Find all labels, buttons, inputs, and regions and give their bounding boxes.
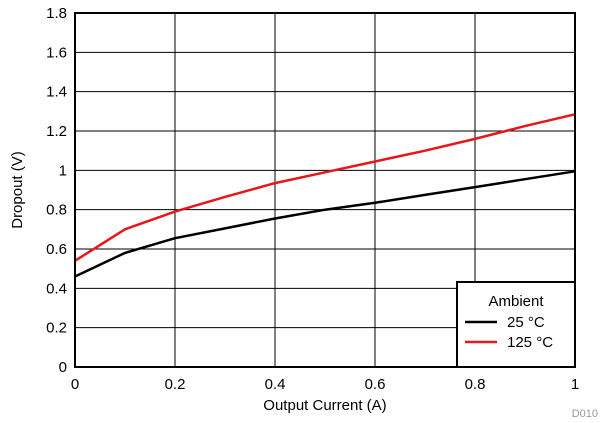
y-tick-label: 0.4: [46, 280, 67, 297]
plot-frame: [74, 12, 576, 368]
legend-title: Ambient: [488, 293, 544, 310]
y-tick-label: 1: [59, 162, 67, 179]
y-tick-labels: 0 0.2 0.4 0.6 0.8 1 1.2 1.4 1.6 1.8: [46, 5, 67, 376]
x-axis-label: Output Current (A): [263, 397, 386, 414]
x-tick-label: 0.2: [165, 376, 186, 393]
x-tick-label: 1: [571, 376, 579, 393]
y-tick-label: 0.8: [46, 202, 67, 219]
y-tick-label: 1.8: [46, 5, 67, 22]
y-axis-label: Dropout (V): [9, 151, 26, 229]
y-tick-label: 0.2: [46, 320, 67, 337]
y-tick-label: 0: [59, 359, 67, 376]
y-tick-label: 1.6: [46, 44, 67, 61]
series-line-25c: [74, 170, 576, 278]
figure-id-annotation: D010: [572, 408, 598, 420]
y-tick-label: 1.2: [46, 123, 67, 140]
x-tick-label: 0: [71, 376, 79, 393]
series-lines: [74, 113, 576, 278]
legend: Ambient 25 °C 125 °C: [456, 281, 576, 368]
legend-entry-label: 25 °C: [507, 314, 545, 331]
legend-box: [456, 281, 576, 368]
legend-entry-label: 125 °C: [507, 334, 553, 351]
x-tick-label: 0.4: [265, 376, 286, 393]
y-tick-label: 0.6: [46, 241, 67, 258]
y-tick-label: 1.4: [46, 84, 67, 101]
x-tick-label: 0.6: [365, 376, 386, 393]
x-tick-label: 0.8: [465, 376, 486, 393]
x-tick-labels: 0 0.2 0.4 0.6 0.8 1: [71, 376, 579, 393]
series-line-125c: [74, 113, 576, 262]
